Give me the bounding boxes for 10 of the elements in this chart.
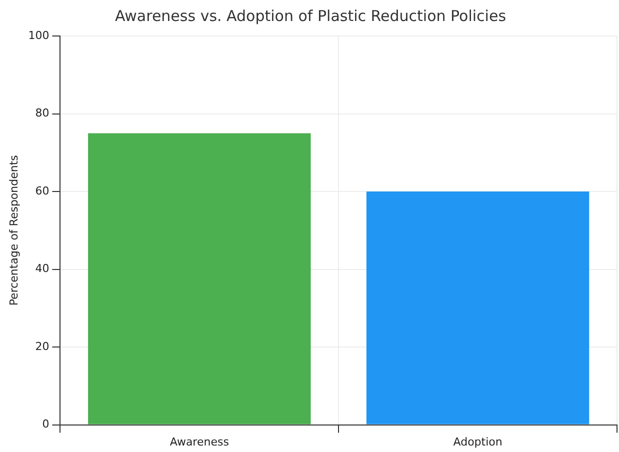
chart-title: Awareness vs. Adoption of Plastic Reduction Policies [114,6,506,25]
y-tick-label: 60 [35,184,50,198]
y-tick-label: 80 [35,106,50,120]
y-axis-title: Percentage of Respondents [7,154,20,306]
x-tick-label: Awareness [170,435,230,448]
y-tick-label: 100 [28,28,50,42]
y-tick-label: 20 [35,340,50,353]
y-tick-label: 0 [42,418,50,431]
y-tick-label: 40 [35,262,50,276]
x-tick-label: Adoption [453,435,502,448]
